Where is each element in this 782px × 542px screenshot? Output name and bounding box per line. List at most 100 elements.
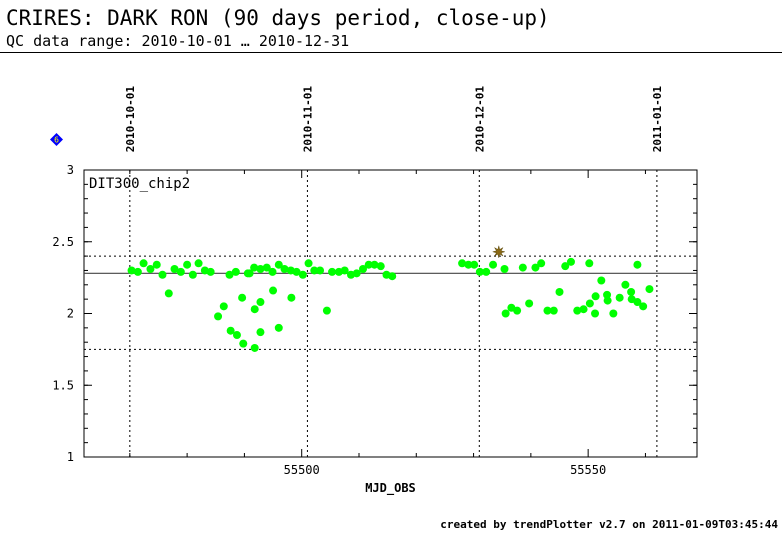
date-marker-label: 2010-12-01 <box>473 86 486 153</box>
data-point <box>292 267 301 276</box>
data-point <box>225 270 234 279</box>
data-point <box>591 292 600 301</box>
data-point <box>633 298 642 307</box>
data-point <box>531 263 540 272</box>
y-tick-label: 1.5 <box>52 378 74 392</box>
data-point <box>316 266 325 275</box>
data-point <box>158 270 167 279</box>
data-point <box>226 326 235 335</box>
data-point <box>133 267 142 276</box>
date-marker-label: 2011-01-01 <box>651 86 664 153</box>
data-point <box>146 265 155 274</box>
marker-badge-shape <box>50 133 63 146</box>
data-point <box>256 298 265 307</box>
data-point <box>232 331 241 340</box>
data-point <box>501 309 510 318</box>
plot-frame <box>83 169 698 458</box>
data-point <box>543 306 552 315</box>
data-point <box>573 306 582 315</box>
data-point <box>304 259 313 268</box>
data-point <box>364 260 373 269</box>
panel-label: DIT300_chip2 <box>89 176 190 192</box>
marker-badge-icon: 6 <box>50 133 63 146</box>
x-axis-label: MJD_OBS <box>365 481 416 496</box>
data-point <box>256 328 265 337</box>
footer-credit: created by trendPlotter v2.7 on 2011-01-… <box>440 518 778 531</box>
data-point <box>555 287 564 296</box>
outlier-point <box>491 245 506 258</box>
header-divider <box>0 52 782 53</box>
data-point <box>388 272 397 281</box>
data-point <box>352 269 361 278</box>
data-point <box>340 266 349 275</box>
y-tick-label: 2 <box>67 307 74 321</box>
data-point <box>280 265 289 274</box>
data-point <box>170 265 179 274</box>
data-point <box>322 306 331 315</box>
data-point <box>239 339 248 348</box>
data-point <box>458 259 467 268</box>
data-point <box>231 267 240 276</box>
data-point <box>370 260 379 269</box>
data-point <box>549 306 558 315</box>
data-point <box>579 305 588 314</box>
data-point <box>585 259 594 268</box>
data-point <box>561 262 570 271</box>
data-point <box>268 267 277 276</box>
data-point <box>489 260 498 269</box>
data-point <box>164 289 173 298</box>
chart-title: CRIRES: DARK RON (90 days period, close-… <box>6 6 550 30</box>
data-point <box>287 293 296 302</box>
data-point <box>475 267 484 276</box>
data-point <box>585 299 594 308</box>
y-tick-label: 3 <box>67 163 74 177</box>
data-point <box>183 260 192 269</box>
y-tick-label: 1 <box>67 450 74 464</box>
data-point <box>566 257 575 266</box>
data-point <box>482 267 491 276</box>
data-point <box>376 262 385 271</box>
data-point <box>310 266 319 275</box>
data-point <box>591 309 600 318</box>
data-point <box>250 343 259 352</box>
data-point <box>500 265 509 274</box>
data-point <box>214 312 223 321</box>
data-point <box>250 263 259 272</box>
data-point <box>269 286 278 295</box>
data-point <box>206 267 215 276</box>
data-point <box>262 263 271 272</box>
data-point <box>152 260 161 269</box>
data-point <box>127 266 136 275</box>
data-point <box>328 267 337 276</box>
data-point <box>139 259 148 268</box>
data-point <box>359 265 368 274</box>
data-point <box>645 285 654 294</box>
date-marker-label: 2010-10-01 <box>124 86 137 153</box>
data-point <box>250 305 259 314</box>
data-point <box>513 306 522 315</box>
data-point <box>298 270 307 279</box>
data-point <box>256 265 265 274</box>
data-point <box>518 263 527 272</box>
data-point <box>537 259 546 268</box>
data-point <box>245 269 254 278</box>
data-point <box>615 293 624 302</box>
x-tick-label: 55550 <box>570 463 606 477</box>
data-point <box>597 276 606 285</box>
data-point <box>525 299 534 308</box>
data-point <box>639 302 648 311</box>
data-point <box>609 309 618 318</box>
data-point <box>621 280 630 289</box>
y-tick-label: 2.5 <box>52 235 74 249</box>
data-point <box>464 260 473 269</box>
data-point <box>238 293 247 302</box>
marker-badge-label: 6 <box>54 136 59 145</box>
data-point <box>603 290 612 299</box>
data-point <box>188 270 197 279</box>
data-point <box>194 259 203 268</box>
data-point <box>627 287 636 296</box>
x-tick-label: 55500 <box>284 463 320 477</box>
data-point <box>219 302 228 311</box>
data-point <box>603 296 612 305</box>
